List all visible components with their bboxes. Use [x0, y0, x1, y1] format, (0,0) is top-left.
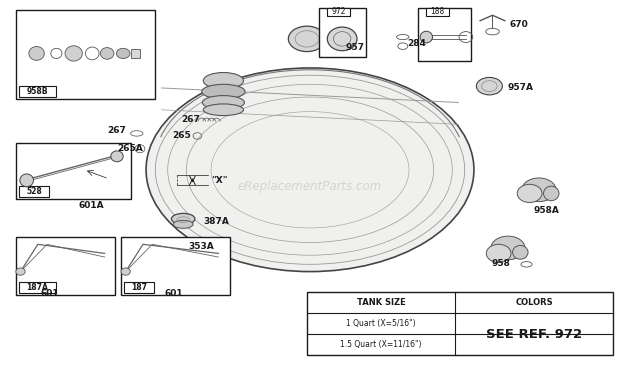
Text: 528: 528 — [26, 187, 42, 196]
Text: 267: 267 — [181, 115, 200, 124]
Text: 187: 187 — [131, 284, 148, 292]
Text: 958B: 958B — [27, 87, 48, 96]
Bar — [426, 8, 449, 16]
Text: eReplacementParts.com: eReplacementParts.com — [238, 180, 382, 193]
Text: 284: 284 — [407, 39, 426, 48]
Ellipse shape — [100, 47, 114, 59]
Ellipse shape — [517, 184, 542, 203]
Text: 958: 958 — [491, 259, 510, 268]
Text: 265: 265 — [172, 131, 192, 140]
Ellipse shape — [20, 174, 33, 187]
Ellipse shape — [29, 46, 44, 60]
Text: 188: 188 — [430, 7, 445, 16]
Ellipse shape — [16, 268, 25, 275]
Text: SEE REF. 972: SEE REF. 972 — [486, 327, 582, 341]
Ellipse shape — [203, 104, 244, 116]
Text: 187A: 187A — [27, 284, 48, 292]
Text: 957: 957 — [346, 43, 365, 53]
Ellipse shape — [111, 151, 123, 162]
Text: COLORS: COLORS — [515, 298, 553, 307]
Bar — [19, 283, 56, 293]
Ellipse shape — [522, 178, 556, 201]
Ellipse shape — [513, 245, 528, 259]
Ellipse shape — [172, 214, 195, 224]
Ellipse shape — [327, 27, 357, 51]
Text: 957A: 957A — [508, 83, 534, 92]
Ellipse shape — [486, 244, 511, 262]
Ellipse shape — [420, 31, 433, 43]
Text: 670: 670 — [509, 20, 528, 29]
Text: 387A: 387A — [203, 217, 229, 226]
Bar — [319, 8, 366, 57]
Bar — [19, 86, 56, 97]
Text: 267: 267 — [107, 126, 126, 135]
Bar — [16, 237, 115, 295]
Bar — [418, 8, 471, 61]
Bar — [16, 10, 156, 99]
Ellipse shape — [121, 268, 130, 275]
Ellipse shape — [173, 220, 193, 228]
Ellipse shape — [491, 236, 525, 260]
Text: 1.5 Quart (X=11/16"): 1.5 Quart (X=11/16") — [340, 340, 422, 349]
Text: 1 Quart (X=5/16"): 1 Quart (X=5/16") — [347, 319, 416, 328]
Ellipse shape — [544, 186, 559, 201]
Text: 265A: 265A — [117, 144, 143, 153]
Text: 972: 972 — [331, 7, 346, 16]
Ellipse shape — [65, 46, 82, 61]
Bar — [131, 49, 140, 58]
Text: "X": "X" — [211, 176, 228, 185]
Text: 601: 601 — [41, 289, 60, 298]
Ellipse shape — [202, 84, 245, 99]
Bar — [327, 8, 350, 16]
Bar — [122, 237, 229, 295]
Bar — [16, 142, 131, 199]
Ellipse shape — [169, 241, 185, 249]
Ellipse shape — [146, 68, 474, 272]
Bar — [307, 292, 613, 355]
Text: 601: 601 — [165, 289, 184, 298]
Ellipse shape — [202, 96, 244, 110]
Bar — [19, 186, 49, 197]
Ellipse shape — [117, 48, 130, 58]
Text: 958A: 958A — [534, 206, 560, 215]
Text: TANK SIZE: TANK SIZE — [356, 298, 405, 307]
Bar — [125, 283, 154, 293]
Ellipse shape — [288, 26, 326, 51]
Text: 353A: 353A — [188, 242, 214, 251]
Text: 601A: 601A — [78, 200, 104, 210]
Ellipse shape — [203, 73, 244, 89]
Ellipse shape — [476, 77, 502, 95]
